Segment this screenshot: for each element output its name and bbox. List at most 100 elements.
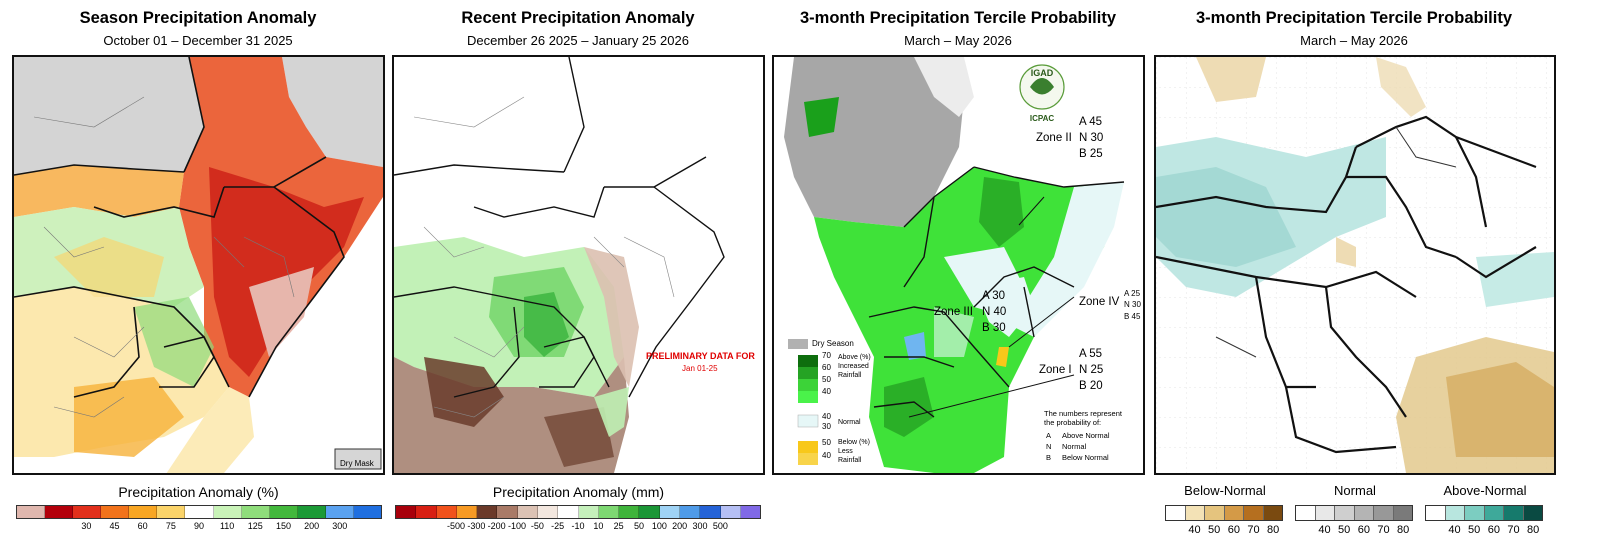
zone3-B: B 30: [982, 322, 1006, 334]
legend1-colorbar: [16, 505, 382, 519]
colorbar-tick-label: -25: [551, 521, 565, 531]
above-normal-label: Above-Normal: [1443, 483, 1527, 498]
tercile-swatch: [1523, 506, 1542, 520]
panel4-title: 3-month Precipitation Tercile Probabilit…: [1196, 9, 1512, 27]
above-normal-colorbar: [1425, 505, 1543, 521]
tercile-swatch: [1335, 506, 1355, 520]
numbers-note-n-text: Normal: [1062, 442, 1087, 451]
numbers-note-b: B: [1046, 453, 1052, 462]
colorbar-swatch: [213, 506, 242, 518]
icpac-logo-text: ICPAC: [1029, 114, 1055, 123]
zone3-name: Zone III: [934, 306, 973, 318]
tercile-tick-label: 50: [1468, 524, 1481, 536]
zone4-B: B 45: [1124, 312, 1141, 321]
above-50: 50: [822, 375, 831, 384]
colorbar-swatch: [497, 506, 518, 518]
colorbar-tick-label: -500: [446, 521, 466, 531]
recent-anomaly-map: PRELIMINARY DATA FOR Jan 01-25: [392, 55, 765, 475]
panel3-title: 3-month Precipitation Tercile Probabilit…: [800, 9, 1116, 27]
colorbar-tick-label: 300: [332, 521, 348, 531]
zone1-N: N 25: [1079, 364, 1104, 376]
colorbar-swatch: [325, 506, 354, 518]
zone2-N: N 30: [1079, 132, 1104, 144]
tercile-swatch: [1374, 506, 1394, 520]
below-40: 40: [822, 451, 831, 460]
below-label: Below (%) Less Rainfall: [838, 439, 870, 464]
tercile-swatch: [1484, 506, 1504, 520]
colorbar-tick-label: -10: [571, 521, 585, 531]
colorbar-swatch: [101, 506, 130, 518]
colorbar-swatch: [73, 506, 102, 518]
igad-logo-text: IGAD: [1030, 68, 1054, 78]
panel2-subtitle: December 26 2025 – January 25 2026: [467, 33, 689, 48]
tercile-tick-label: 60: [1357, 524, 1370, 536]
tercile-tick-label: 40: [1188, 524, 1201, 536]
colorbar-swatch: [185, 506, 214, 518]
preliminary-note-title: PRELIMINARY DATA FOR: [646, 351, 755, 361]
tercile-swatch: [1166, 506, 1186, 520]
preliminary-note-dates: Jan 01-25: [682, 364, 718, 373]
colorbar-swatch: [477, 506, 498, 518]
colorbar-tick-label: 110: [219, 521, 235, 531]
tercile-swatch: [1445, 506, 1465, 520]
legend2-title: Precipitation Anomaly (mm): [492, 484, 665, 500]
panel4-subtitle: March – May 2026: [1300, 33, 1408, 48]
colorbar-tick-label: 150: [275, 521, 291, 531]
tercile-swatch: [1185, 506, 1205, 520]
tercile-swatch: [1426, 506, 1446, 520]
tercile-tick-label: 50: [1338, 524, 1351, 536]
tercile-tick-label: 50: [1208, 524, 1221, 536]
colorbar-swatch: [241, 506, 270, 518]
legend1-title: Precipitation Anomaly (%): [118, 484, 279, 500]
zone2-B: B 25: [1079, 148, 1103, 160]
numbers-note-a: A: [1046, 431, 1052, 440]
zone3-N: N 40: [982, 306, 1007, 318]
numbers-note-n: N: [1046, 442, 1052, 451]
colorbar-swatch: [578, 506, 599, 518]
tercile-tick-label: 40: [1318, 524, 1331, 536]
colorbar-swatch: [517, 506, 538, 518]
colorbar-tick-label: 100: [651, 521, 667, 531]
colorbar-swatch: [45, 506, 74, 518]
colorbar-swatch: [396, 506, 417, 518]
colorbar-swatch: [720, 506, 741, 518]
colorbar-tick-label: -300: [467, 521, 486, 531]
colorbar-swatch: [297, 506, 326, 518]
tercile-swatch: [1393, 506, 1412, 520]
tercile-tick-label: 60: [1227, 524, 1240, 536]
colorbar-swatch: [639, 506, 660, 518]
colorbar-swatch: [456, 506, 478, 518]
tercile-swatch: [1354, 506, 1374, 520]
tercile-tick-label: 60: [1487, 524, 1500, 536]
colorbar-swatch: [353, 506, 382, 518]
zone4-name: Zone IV: [1079, 296, 1120, 308]
numbers-note-line1: The numbers represent: [1044, 409, 1122, 418]
zone2-A: A 45: [1079, 116, 1103, 128]
colorbar-tick-label: 75: [165, 521, 176, 531]
zone4-A: A 25: [1124, 289, 1141, 298]
tercile-swatch: [1296, 506, 1316, 520]
season-anomaly-map: Dry Mask: [12, 55, 385, 475]
panel3-subtitle: March – May 2026: [904, 33, 1012, 48]
numbers-note-a-text: Above Normal: [1062, 431, 1110, 440]
tercile-probability-map-zones: IGAD ICPAC Dry Season 70 60 50 40 Above …: [772, 55, 1145, 475]
below-normal-label: Below-Normal: [1184, 483, 1266, 498]
zone3-A: A 30: [982, 290, 1006, 302]
colorbar-tick-label: 50: [633, 521, 645, 531]
numbers-note-line2: the probability of:: [1044, 418, 1102, 427]
tercile-swatch: [1315, 506, 1335, 520]
colorbar-swatch: [436, 506, 457, 518]
colorbar-swatch: [700, 506, 721, 518]
dry-season-label: Dry Season: [812, 339, 854, 348]
tercile-swatch: [1205, 506, 1225, 520]
tercile-swatch: [1465, 506, 1485, 520]
colorbar-tick-label: 200: [672, 521, 688, 531]
colorbar-swatch: [416, 506, 437, 518]
legend2-colorbar: [395, 505, 761, 519]
colorbar-tick-label: 25: [613, 521, 624, 531]
zone1-A: A 55: [1079, 348, 1103, 360]
colorbar-tick-label: 10: [593, 521, 604, 531]
zone1-name: Zone I: [1039, 364, 1072, 376]
colorbar-tick-label: 90: [193, 521, 205, 531]
colorbar-swatch: [619, 506, 640, 518]
